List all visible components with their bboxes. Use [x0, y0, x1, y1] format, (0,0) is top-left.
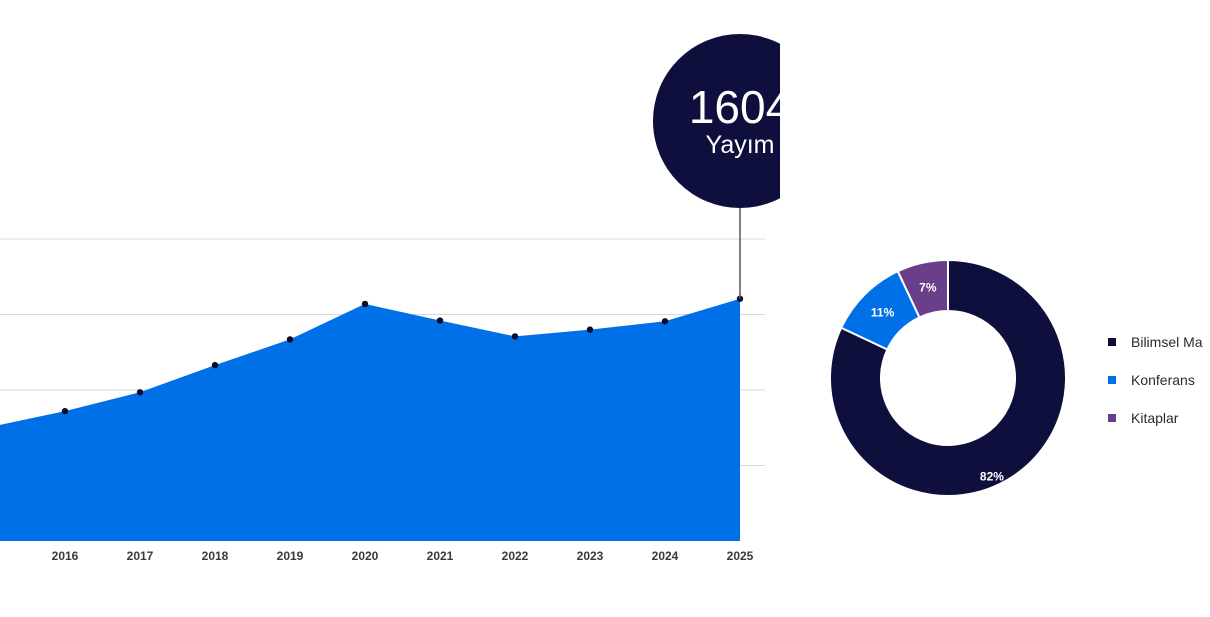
legend-item-conference[interactable]: Konferans: [1108, 370, 1203, 390]
data-point-2016[interactable]: [61, 407, 69, 415]
x-tick-label: 2018: [202, 549, 229, 563]
data-point-2022[interactable]: [511, 333, 519, 340]
callout-label: Yayım: [706, 131, 775, 159]
donut-slice-books[interactable]: [896, 258, 949, 319]
x-tick-label: 2017: [127, 549, 154, 563]
x-tick-label: 2021: [427, 549, 454, 563]
data-point-2024[interactable]: [661, 318, 669, 325]
x-tick-label: 2023: [577, 549, 604, 563]
donut-slices: [829, 258, 1067, 497]
x-tick-label: 2020: [352, 549, 379, 563]
legend-label-conference: Konferans: [1131, 372, 1195, 388]
donut-value-label-articles: 82%: [980, 470, 1004, 484]
area-series: [0, 298, 740, 541]
callout-bubble: [653, 34, 780, 208]
legend-swatch-articles: [1108, 338, 1116, 346]
x-axis-ticks: 5201620172018201920202021202220232024202…: [52, 549, 754, 563]
legend-item-books[interactable]: Kitaplar: [1108, 408, 1203, 428]
data-point-2023[interactable]: [586, 326, 594, 333]
legend-swatch-books: [1108, 414, 1116, 422]
x-tick-label: 2016: [52, 549, 79, 563]
donut-slice-labels: 82% 11% 7%: [871, 281, 1004, 484]
data-point-2019[interactable]: [286, 336, 294, 343]
legend-swatch-conference: [1108, 376, 1116, 384]
donut-value-label-conference: 11%: [871, 306, 895, 320]
area-chart: 5201620172018201920202021202220232024202…: [0, 34, 780, 563]
data-point-2017[interactable]: [136, 389, 144, 396]
data-point-2018[interactable]: [211, 361, 219, 369]
highlight-callout: 1604 Yayım: [653, 34, 780, 299]
legend-item-articles[interactable]: Bilimsel Ma: [1108, 332, 1203, 352]
x-tick-label: 2022: [502, 549, 529, 563]
donut-value-label-books: 7%: [919, 281, 937, 295]
callout-value: 1604: [689, 81, 780, 133]
legend-label-books: Kitaplar: [1131, 410, 1179, 426]
x-tick-label: 2019: [277, 549, 304, 563]
data-points: [61, 295, 744, 415]
data-point-2020[interactable]: [361, 300, 369, 308]
donut-slice-articles[interactable]: [829, 258, 1067, 497]
legend-label-articles: Bilimsel Ma: [1131, 334, 1203, 350]
area-fill: [0, 298, 740, 541]
data-point-2021[interactable]: [436, 317, 444, 324]
donut-legend: Bilimsel Ma Konferans Kitaplar: [1108, 332, 1203, 446]
x-tick-label: 2025: [727, 549, 754, 563]
x-tick-label: 2024: [652, 549, 679, 563]
